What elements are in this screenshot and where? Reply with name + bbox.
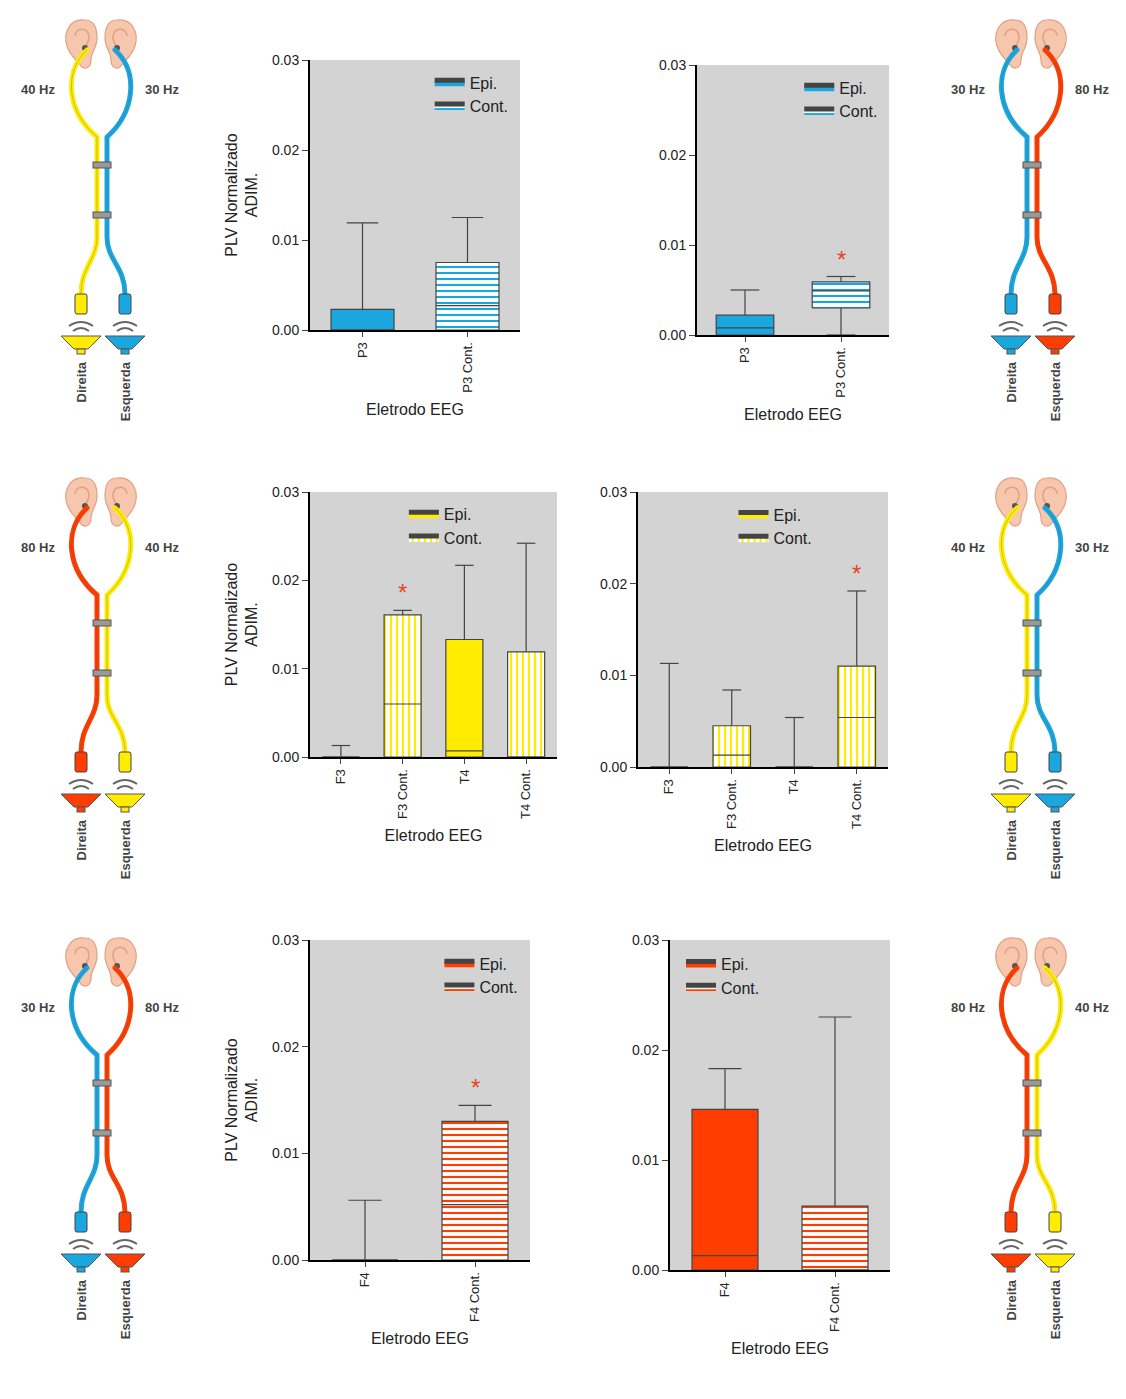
svg-text:Epi.: Epi. (479, 956, 507, 973)
svg-text:0.00: 0.00 (632, 1262, 659, 1278)
svg-text:*: * (837, 246, 846, 273)
svg-text:30 Hz: 30 Hz (951, 82, 985, 97)
svg-text:Cont.: Cont. (444, 530, 482, 547)
svg-text:F4 Cont.: F4 Cont. (827, 1282, 842, 1332)
svg-text:0.00: 0.00 (600, 759, 627, 775)
svg-text:0.02: 0.02 (632, 1042, 659, 1058)
svg-text:0.00: 0.00 (272, 322, 299, 338)
svg-text:Direita: Direita (1004, 1279, 1019, 1320)
svg-text:Eletrodo EEG: Eletrodo EEG (731, 1340, 829, 1357)
svg-text:0.03: 0.03 (600, 484, 627, 500)
svg-text:0.01: 0.01 (600, 667, 627, 683)
svg-text:0.03: 0.03 (272, 484, 299, 500)
svg-text:Esquerda: Esquerda (1048, 819, 1063, 879)
svg-text:0.01: 0.01 (632, 1152, 659, 1168)
svg-text:Epi.: Epi. (774, 507, 802, 524)
svg-text:T4 Cont.: T4 Cont. (849, 779, 864, 829)
svg-text:40 Hz: 40 Hz (1075, 1000, 1109, 1015)
svg-text:Esquerda: Esquerda (1048, 361, 1063, 421)
svg-text:Epi.: Epi. (721, 956, 749, 973)
svg-text:PLV NormalizadoADIM.: PLV NormalizadoADIM. (223, 133, 261, 256)
svg-text:80 Hz: 80 Hz (145, 1000, 179, 1015)
svg-text:Direita: Direita (74, 819, 89, 860)
svg-text:P3: P3 (355, 342, 370, 358)
svg-text:0.02: 0.02 (600, 576, 627, 592)
svg-text:Direita: Direita (74, 1279, 89, 1320)
svg-text:0.02: 0.02 (272, 142, 299, 158)
svg-text:0.03: 0.03 (272, 932, 299, 948)
svg-text:Eletrodo EEG: Eletrodo EEG (385, 827, 483, 844)
svg-text:Esquerda: Esquerda (118, 361, 133, 421)
svg-text:Epi.: Epi. (444, 506, 472, 523)
svg-text:Eletrodo EEG: Eletrodo EEG (714, 837, 812, 854)
svg-text:Cont.: Cont. (839, 103, 877, 120)
svg-text:P3 Cont.: P3 Cont. (460, 342, 475, 393)
svg-text:Cont.: Cont. (721, 980, 759, 997)
svg-text:PLV NormalizadoADIM.: PLV NormalizadoADIM. (223, 1038, 261, 1161)
svg-text:T4: T4 (786, 779, 801, 794)
svg-text:0.01: 0.01 (272, 1145, 299, 1161)
svg-text:Esquerda: Esquerda (1048, 1279, 1063, 1339)
svg-text:0.00: 0.00 (272, 1252, 299, 1268)
svg-text:30 Hz: 30 Hz (1075, 540, 1109, 555)
svg-text:0.02: 0.02 (272, 572, 299, 588)
svg-text:*: * (471, 1074, 480, 1101)
svg-text:Direita: Direita (74, 361, 89, 402)
svg-text:80 Hz: 80 Hz (21, 540, 55, 555)
svg-text:Cont.: Cont. (470, 98, 508, 115)
svg-text:F4 Cont.: F4 Cont. (467, 1272, 482, 1322)
svg-text:Direita: Direita (1004, 819, 1019, 860)
svg-text:0.01: 0.01 (272, 661, 299, 677)
svg-text:Esquerda: Esquerda (118, 1279, 133, 1339)
svg-text:F3: F3 (333, 769, 348, 784)
svg-text:Cont.: Cont. (774, 530, 812, 547)
svg-text:0.00: 0.00 (659, 327, 686, 343)
svg-text:T4 Cont.: T4 Cont. (518, 769, 533, 819)
svg-text:Esquerda: Esquerda (118, 819, 133, 879)
svg-text:*: * (398, 579, 407, 606)
svg-text:PLV NormalizadoADIM.: PLV NormalizadoADIM. (223, 563, 261, 686)
svg-text:Eletrodo EEG: Eletrodo EEG (366, 401, 464, 418)
svg-text:F3: F3 (661, 779, 676, 794)
svg-text:Epi.: Epi. (470, 75, 498, 92)
svg-text:T4: T4 (457, 769, 472, 784)
svg-text:P3: P3 (737, 347, 752, 363)
svg-text:0.01: 0.01 (272, 232, 299, 248)
svg-text:F3 Cont.: F3 Cont. (724, 779, 739, 829)
svg-text:Epi.: Epi. (839, 80, 867, 97)
svg-text:0.03: 0.03 (632, 932, 659, 948)
svg-text:Eletrodo EEG: Eletrodo EEG (744, 406, 842, 423)
svg-text:80 Hz: 80 Hz (951, 1000, 985, 1015)
svg-text:Cont.: Cont. (479, 979, 517, 996)
svg-text:Eletrodo EEG: Eletrodo EEG (371, 1330, 469, 1347)
svg-text:Direita: Direita (1004, 361, 1019, 402)
svg-text:80 Hz: 80 Hz (1075, 82, 1109, 97)
svg-text:*: * (852, 560, 861, 587)
svg-text:P3 Cont.: P3 Cont. (833, 347, 848, 398)
svg-text:40 Hz: 40 Hz (951, 540, 985, 555)
svg-text:30 Hz: 30 Hz (145, 82, 179, 97)
svg-text:0.03: 0.03 (272, 52, 299, 68)
svg-text:0.01: 0.01 (659, 237, 686, 253)
svg-text:F4: F4 (717, 1282, 732, 1297)
svg-text:0.03: 0.03 (659, 57, 686, 73)
svg-text:30 Hz: 30 Hz (21, 1000, 55, 1015)
svg-text:0.00: 0.00 (272, 749, 299, 765)
svg-text:0.02: 0.02 (659, 147, 686, 163)
svg-text:40 Hz: 40 Hz (21, 82, 55, 97)
svg-text:0.02: 0.02 (272, 1039, 299, 1055)
svg-text:F3 Cont.: F3 Cont. (395, 769, 410, 819)
svg-text:F4: F4 (357, 1272, 372, 1287)
svg-text:40 Hz: 40 Hz (145, 540, 179, 555)
